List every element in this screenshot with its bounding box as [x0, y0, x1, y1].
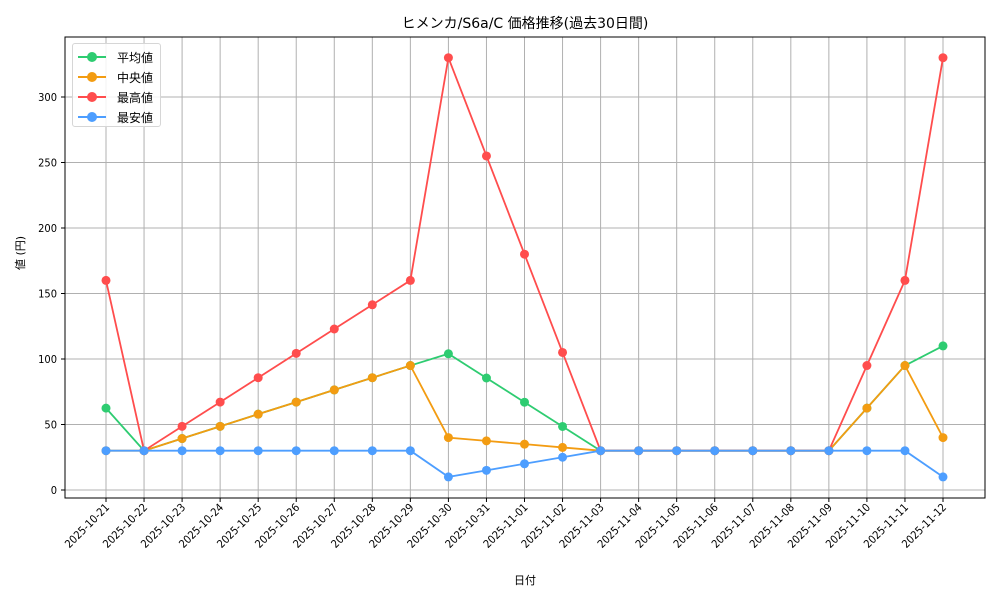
y-tick-label: 300 — [38, 91, 57, 104]
data-point — [291, 348, 301, 358]
data-point — [215, 446, 225, 456]
data-point — [558, 421, 568, 431]
data-point — [710, 446, 720, 456]
series-layer — [101, 53, 948, 482]
data-point — [405, 446, 415, 456]
data-point — [786, 446, 796, 456]
y-tick-label: 0 — [51, 484, 57, 497]
data-point — [443, 349, 453, 359]
data-point — [101, 403, 111, 413]
data-point — [253, 446, 263, 456]
data-point — [329, 385, 339, 395]
data-point — [101, 275, 111, 285]
data-point — [329, 446, 339, 456]
data-point — [177, 421, 187, 431]
data-point — [253, 409, 263, 419]
data-point — [177, 434, 187, 444]
data-point — [367, 373, 377, 383]
data-point — [443, 472, 453, 482]
y-axis: 0 50 100 150 200 250 300 — [38, 91, 65, 497]
data-point — [405, 361, 415, 371]
legend-marker-icon — [87, 92, 97, 102]
legend-item-max: 最高値 — [73, 87, 160, 107]
data-point — [405, 275, 415, 285]
legend-label: 中央値 — [117, 71, 154, 85]
legend-item-min: 最安値 — [73, 107, 160, 127]
y-tick-label: 50 — [44, 419, 57, 432]
y-tick-label: 100 — [38, 353, 57, 366]
data-point — [748, 446, 758, 456]
data-point — [558, 347, 568, 357]
y-axis-label: 値 (円) — [14, 235, 27, 270]
grid-lines — [65, 37, 985, 498]
y-tick-label: 200 — [38, 222, 57, 235]
y-tick-label: 250 — [38, 157, 57, 170]
data-point — [520, 439, 529, 449]
data-point — [862, 361, 872, 371]
legend-marker-icon — [87, 112, 97, 122]
data-point — [481, 151, 491, 161]
series-3 — [101, 446, 948, 482]
data-point — [329, 324, 339, 334]
data-point — [253, 373, 263, 383]
data-point — [900, 446, 910, 456]
data-point — [938, 53, 948, 63]
data-point — [481, 373, 491, 383]
data-point — [520, 459, 529, 469]
data-point — [938, 472, 948, 482]
data-point — [938, 341, 948, 351]
legend-item-median: 中央値 — [73, 67, 160, 87]
data-point — [481, 465, 491, 475]
legend-marker-icon — [87, 52, 97, 62]
chart-title: ヒメンカ/S6a/C 価格推移(過去30日間) — [401, 16, 649, 32]
data-point — [215, 421, 225, 431]
data-point — [824, 446, 834, 456]
data-point — [900, 361, 910, 371]
data-point — [101, 446, 111, 456]
data-point — [558, 442, 568, 452]
data-point — [481, 436, 491, 446]
data-point — [938, 433, 948, 443]
data-point — [291, 397, 301, 407]
legend-label: 平均値 — [117, 51, 154, 65]
legend-item-average: 平均値 — [73, 47, 160, 67]
x-axis-label: 日付 — [514, 574, 536, 587]
data-point — [177, 446, 187, 456]
data-point — [634, 446, 644, 456]
data-point — [443, 53, 453, 63]
data-point — [139, 446, 149, 456]
data-point — [443, 433, 453, 443]
data-point — [900, 275, 910, 285]
data-point — [215, 397, 225, 407]
data-point — [596, 446, 606, 456]
data-point — [367, 446, 377, 456]
y-tick-label: 150 — [38, 288, 57, 301]
data-point — [672, 446, 682, 456]
data-point — [862, 446, 872, 456]
data-point — [291, 446, 301, 456]
data-point — [558, 452, 568, 462]
legend-marker-icon — [87, 72, 97, 82]
legend-label: 最安値 — [117, 111, 154, 125]
legend: 平均値 中央値 最高値 最安値 — [72, 43, 161, 127]
x-axis: 2025-10-212025-10-222025-10-232025-10-24… — [62, 498, 949, 551]
data-point — [862, 403, 872, 413]
data-point — [520, 249, 529, 259]
data-point — [367, 300, 377, 310]
legend-label: 最高値 — [117, 91, 154, 105]
data-point — [520, 397, 529, 407]
